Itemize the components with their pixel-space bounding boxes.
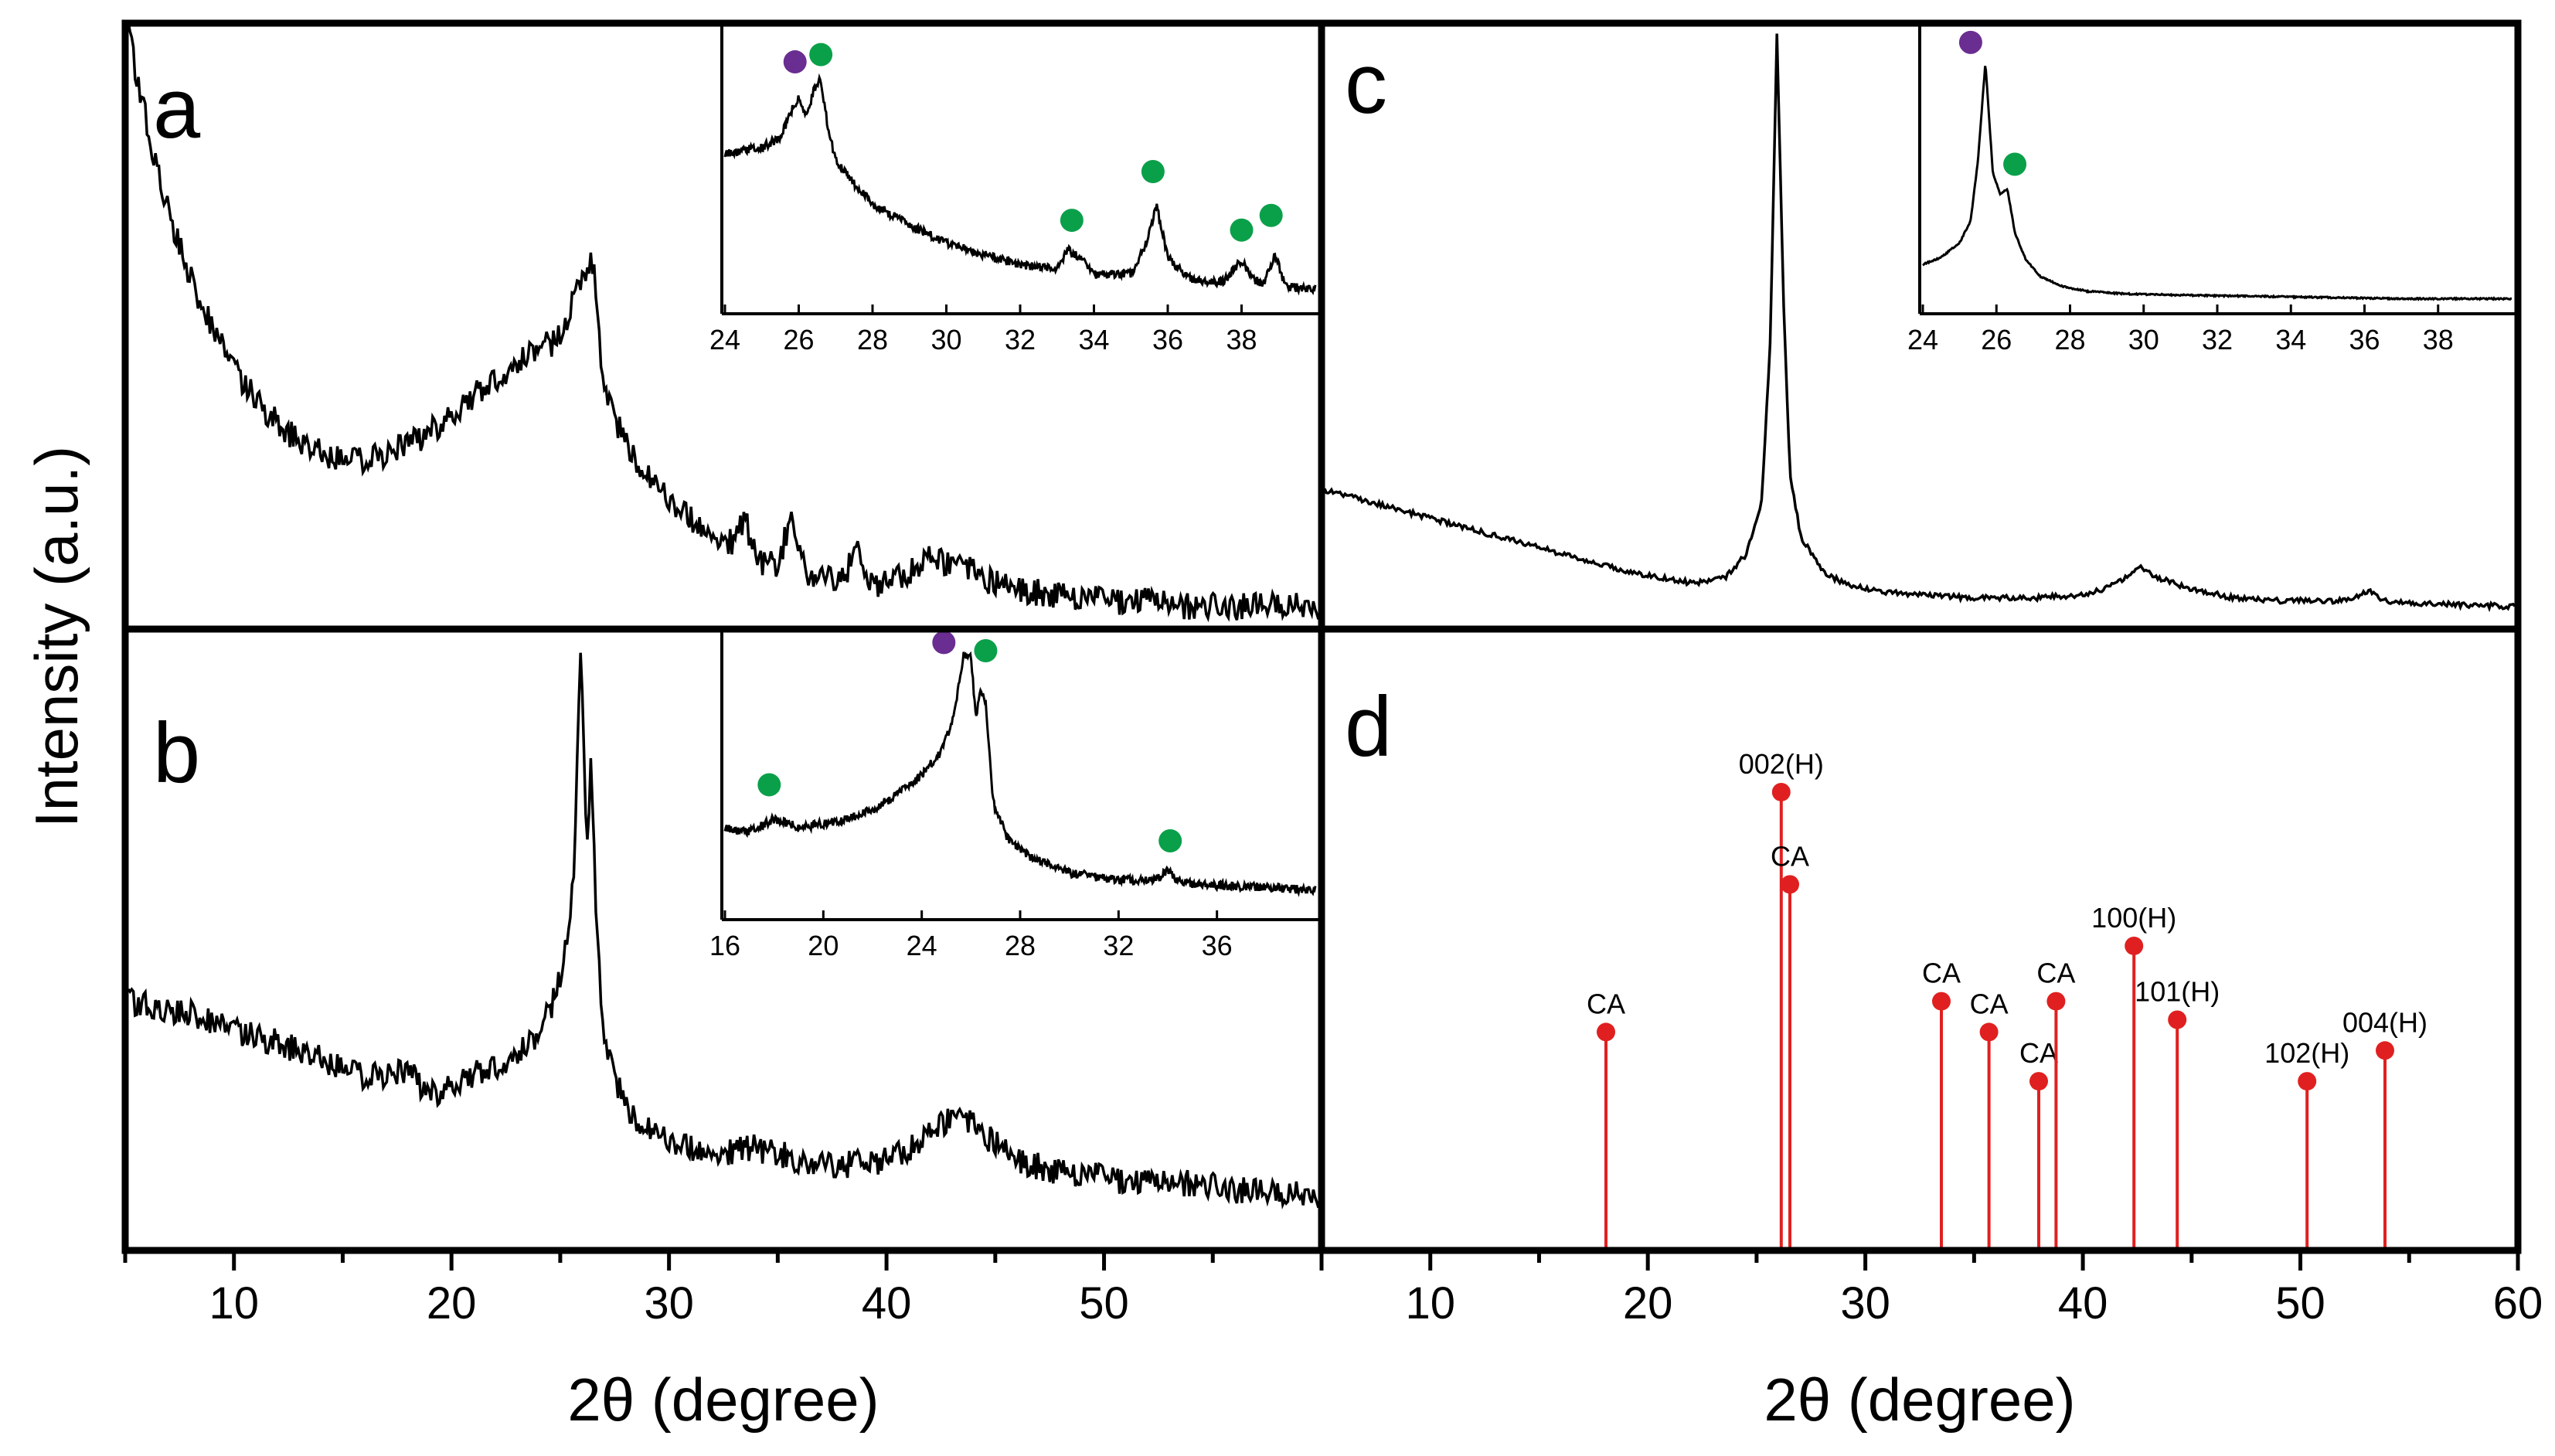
green-phase-marker (1230, 218, 1254, 242)
inset-tick-label: 34 (1078, 324, 1109, 355)
inset-tick-label: 36 (1202, 930, 1233, 961)
peak-label: CA (1922, 958, 1961, 989)
green-phase-marker (1158, 828, 1182, 852)
x-tick-label: 10 (1405, 1278, 1455, 1328)
peak-label: 004(H) (2342, 1006, 2427, 1038)
x-tick-label: 20 (1623, 1278, 1673, 1328)
green-phase-marker (974, 638, 998, 662)
green-phase-marker (757, 773, 781, 797)
green-phase-marker (1259, 203, 1283, 227)
inset-tick-label: 16 (709, 930, 740, 961)
peak-label: CA (1771, 840, 1809, 872)
inset-tick-label: 36 (1152, 324, 1183, 355)
stem-marker (1597, 1022, 1615, 1042)
series-line (127, 652, 1320, 1210)
peak-label: CA (1970, 988, 2009, 1019)
purple-phase-marker (1958, 30, 1982, 54)
x-tick-label: 50 (1079, 1278, 1129, 1328)
series-line (127, 22, 1320, 623)
stem-marker (1781, 875, 1799, 894)
inset-series-line (723, 651, 1317, 897)
x-axis-title-right: 2θ (degree) (1764, 1366, 2075, 1434)
x-tick-label: 20 (427, 1278, 477, 1328)
stem-marker (2168, 1010, 2187, 1029)
inset-tick-label: 32 (2202, 324, 2233, 355)
x-tick-label: 50 (2275, 1278, 2325, 1328)
green-phase-marker (1060, 209, 1084, 233)
stem-marker (1932, 992, 1951, 1011)
inset-tick-label: 20 (808, 930, 839, 961)
peak-label: CA (2036, 958, 2075, 989)
stem-marker (1771, 782, 1791, 801)
panel-b: 16 20 24 28 32 36 (127, 631, 1320, 1210)
inset-tick-label: 26 (1981, 324, 2012, 355)
stem-marker (2376, 1041, 2394, 1060)
x-tick-label: 10 (209, 1278, 259, 1328)
inset-tick-label: 32 (1103, 930, 1134, 961)
inset-tick-label: 24 (907, 930, 937, 961)
inset-tick-label: 30 (2128, 324, 2159, 355)
panel-label-d: d (1345, 679, 1392, 774)
green-phase-marker (809, 43, 833, 66)
inset-tick-label: 24 (1907, 324, 1938, 355)
stem-marker (1979, 1022, 1999, 1042)
x-tick-label: 60 (2493, 1278, 2543, 1328)
series-line (1323, 33, 2516, 613)
inset-tick-label: 36 (2349, 324, 2380, 355)
green-phase-marker (1141, 159, 1165, 183)
peak-label: 102(H) (2264, 1037, 2349, 1069)
inset-tick-label: 38 (1226, 324, 1257, 355)
green-phase-marker (2003, 152, 2027, 176)
x-axis-right: 10 20 30 40 50 60 (1319, 1250, 2543, 1328)
inset-background (722, 26, 1318, 314)
inset-series-line (723, 73, 1317, 296)
inset-tick-label: 24 (709, 324, 740, 355)
purple-phase-marker (932, 631, 956, 655)
panel-label-c: c (1345, 36, 1387, 131)
inset-tick-label: 28 (857, 324, 888, 355)
panel-d: CA 002(H) CA CA CA CA CA 100(H) 101(H) 102(H)004(… (1587, 748, 2427, 1247)
peak-label: CA (1587, 988, 1625, 1019)
inset-tick-label: 38 (2423, 324, 2454, 355)
inset-tick-label: 28 (2054, 324, 2085, 355)
inset-background (722, 632, 1318, 920)
inset-tick-label: 32 (1005, 324, 1036, 355)
peak-label: 101(H) (2135, 975, 2220, 1007)
inset-series-line (1922, 66, 2512, 301)
stem-marker (2046, 992, 2066, 1011)
y-axis-title: Intensity (a.u.) (22, 446, 90, 828)
x-tick-label: 30 (1840, 1278, 1890, 1328)
inset-tick-label: 34 (2275, 324, 2306, 355)
stem-marker (2298, 1072, 2317, 1091)
peak-label: 002(H) (1739, 748, 1824, 780)
inset-tick-label: 30 (930, 324, 961, 355)
x-tick-label: 40 (862, 1278, 912, 1328)
x-axis-title-left: 2θ (degree) (567, 1366, 879, 1434)
x-tick-label: 40 (2058, 1278, 2108, 1328)
x-axis-left: 10 20 30 40 50 (123, 1250, 1324, 1328)
peak-label: CA (2019, 1037, 2058, 1069)
inset-tick-label: 26 (783, 324, 814, 355)
x-tick-label: 30 (644, 1278, 694, 1328)
panel-a: 24 26 28 30 32 34 36 38 (127, 22, 1320, 623)
panel-label-b: b (153, 706, 200, 801)
stem-marker (2125, 936, 2144, 955)
inset-tick-label: 28 (1005, 930, 1036, 961)
panel-label-a: a (153, 61, 201, 156)
purple-phase-marker (783, 50, 807, 74)
stem-marker (2029, 1072, 2048, 1091)
panel-c: 24 26 28 30 32 34 36 38 (1323, 26, 2516, 613)
right-frame (1318, 19, 2522, 1254)
peak-label: 100(H) (2091, 902, 2176, 934)
